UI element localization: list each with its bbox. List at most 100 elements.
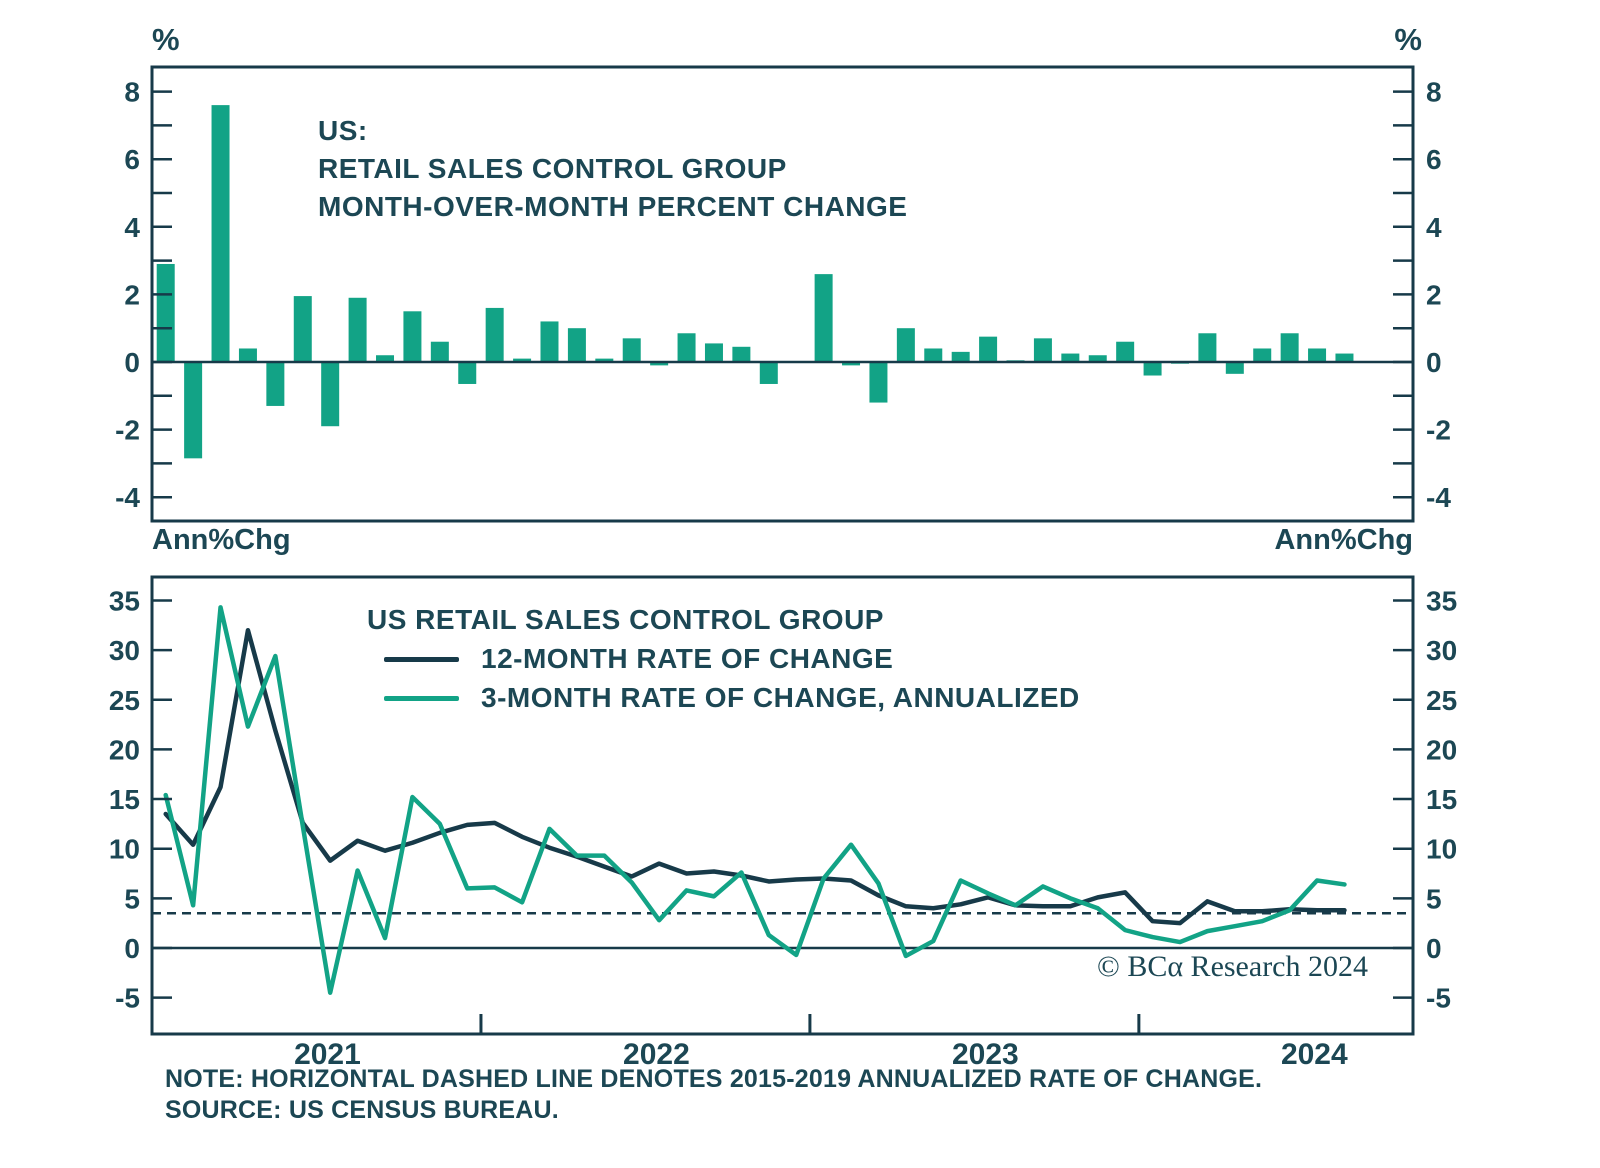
bottom-ytick-label-right: -5 — [1426, 983, 1451, 1014]
bar-2023-07 — [979, 336, 998, 362]
bar-2022-05 — [595, 358, 614, 362]
bar-2022-07 — [650, 362, 669, 366]
bottom-ytick-label-right: 10 — [1426, 834, 1457, 865]
legend-line-12m — [384, 656, 459, 662]
x-year-label-2021: 2021 — [294, 1038, 361, 1071]
bottom-ytick-label-right: 15 — [1426, 784, 1457, 815]
footnote-note-line: NOTE: HORIZONTAL DASHED LINE DENOTES 201… — [165, 1065, 1263, 1093]
bar-2024-03 — [1198, 333, 1217, 362]
bottom-ytick-label-left: 0 — [124, 933, 140, 964]
bottom-ytick-label-left: 15 — [109, 784, 140, 815]
x-year-label-2023: 2023 — [952, 1038, 1019, 1071]
bottom-axis-unit-left: Ann%Chg — [152, 524, 291, 556]
bottom-ytick-label-right: 20 — [1426, 734, 1457, 765]
bar-2022-09 — [704, 343, 723, 362]
top-ytick-label-right: 2 — [1426, 279, 1442, 310]
bar-2024-07 — [1308, 348, 1327, 362]
bar-2023-09 — [1033, 338, 1052, 362]
top-ytick-label-right: 0 — [1426, 347, 1442, 378]
bar-2022-08 — [677, 333, 696, 362]
bottom-ytick-label-left: -5 — [115, 983, 140, 1014]
footnote-source-line: SOURCE: US CENSUS BUREAU. — [165, 1096, 559, 1124]
bar-2023-12 — [1116, 341, 1135, 362]
bottom-ytick-label-left: 25 — [109, 685, 140, 716]
bar-2023-06 — [951, 351, 970, 362]
bar-2022-10 — [732, 346, 751, 362]
bar-2021-08 — [348, 297, 367, 362]
bottom-ytick-label-left: 35 — [109, 585, 140, 616]
bottom-ytick-label-right: 30 — [1426, 635, 1457, 666]
bar-2021-06 — [293, 296, 312, 362]
bottom-ytick-label-left: 10 — [109, 834, 140, 865]
top-axis-unit-left: % — [152, 22, 180, 57]
legend-label-12m: 12-MONTH RATE OF CHANGE — [481, 643, 894, 674]
bar-2021-12 — [458, 362, 477, 384]
top-ytick-label-left: 8 — [124, 77, 140, 108]
top-chart-title-line2: RETAIL SALES CONTROL GROUP — [318, 153, 787, 184]
bar-2021-11 — [430, 341, 449, 362]
legend-line-3m — [384, 695, 459, 701]
bar-2022-03 — [540, 321, 559, 362]
bottom-ytick-label-right: 25 — [1426, 685, 1457, 716]
top-chart-title-line1: US: — [318, 115, 368, 146]
legend-title: US RETAIL SALES CONTROL GROUP — [367, 604, 884, 635]
bar-2021-02 — [184, 362, 203, 459]
bar-2023-03 — [869, 362, 888, 403]
top-ytick-label-right: 4 — [1426, 212, 1442, 243]
bar-2021-04 — [238, 348, 257, 362]
top-ytick-label-left: 6 — [124, 144, 140, 175]
bar-2023-04 — [896, 328, 915, 362]
top-chart-title-line3: MONTH-OVER-MONTH PERCENT CHANGE — [318, 191, 908, 222]
bar-2022-11 — [759, 362, 778, 384]
bottom-ytick-label-right: 35 — [1426, 585, 1457, 616]
bar-2021-09 — [376, 355, 395, 362]
series-line-3-month — [163, 605, 1347, 995]
bar-2023-10 — [1061, 353, 1080, 362]
bar-2021-03 — [211, 105, 230, 363]
footnote: NOTE: HORIZONTAL DASHED LINE DENOTES 201… — [165, 1064, 1262, 1126]
bottom-ytick-label-right: 5 — [1426, 883, 1442, 914]
x-year-label-2024: 2024 — [1281, 1038, 1348, 1071]
legend-entry-3-month: 3-MONTH RATE OF CHANGE, ANNUALIZED — [367, 682, 1080, 714]
bar-2022-06 — [622, 338, 641, 362]
bar-2023-01 — [814, 274, 833, 362]
top-chart-title: US: RETAIL SALES CONTROL GROUP MONTH-OVE… — [318, 112, 908, 226]
bar-2022-04 — [567, 328, 586, 362]
series-line-12-month — [163, 627, 1347, 926]
legend-entry-12-month: 12-MONTH RATE OF CHANGE — [367, 643, 1080, 675]
top-ytick-label-left: 4 — [124, 212, 140, 243]
top-ytick-label-left: -4 — [115, 482, 140, 513]
top-ytick-label-right: -4 — [1426, 482, 1451, 513]
bar-2024-08 — [1335, 353, 1354, 362]
bar-2023-02 — [842, 362, 861, 366]
bottom-axis-unit-right: Ann%Chg — [1274, 524, 1413, 556]
bar-2021-05 — [266, 362, 285, 406]
top-ytick-label-right: 6 — [1426, 144, 1442, 175]
bar-2022-01 — [485, 307, 504, 362]
bar-2022-02 — [513, 358, 532, 362]
bar-2021-01 — [156, 263, 175, 362]
top-ytick-label-left: 2 — [124, 279, 140, 310]
bar-2023-05 — [924, 348, 943, 362]
bottom-ytick-label-left: 30 — [109, 635, 140, 666]
bar-2023-11 — [1088, 355, 1107, 362]
bottom-ytick-label-left: 20 — [109, 734, 140, 765]
bar-2021-07 — [321, 362, 340, 427]
copyright-bca-research: © BCα Research 2024 — [1097, 950, 1368, 983]
bottom-ytick-label-left: 5 — [124, 883, 140, 914]
bottom-ytick-label-right: 0 — [1426, 933, 1442, 964]
bar-2024-01 — [1143, 362, 1162, 376]
top-ytick-label-right: 8 — [1426, 77, 1442, 108]
legend-label-3m: 3-MONTH RATE OF CHANGE, ANNUALIZED — [481, 682, 1080, 713]
bar-2024-05 — [1253, 348, 1272, 362]
bar-2024-04 — [1225, 362, 1244, 374]
bar-2024-06 — [1280, 333, 1299, 362]
bottom-plot-border — [150, 575, 1415, 1036]
top-ytick-label-left: 0 — [124, 347, 140, 378]
x-year-label-2022: 2022 — [623, 1038, 690, 1071]
top-ytick-label-left: -2 — [115, 415, 140, 446]
legend: US RETAIL SALES CONTROL GROUP 12-MONTH R… — [367, 604, 1080, 714]
top-ytick-label-right: -2 — [1426, 415, 1451, 446]
